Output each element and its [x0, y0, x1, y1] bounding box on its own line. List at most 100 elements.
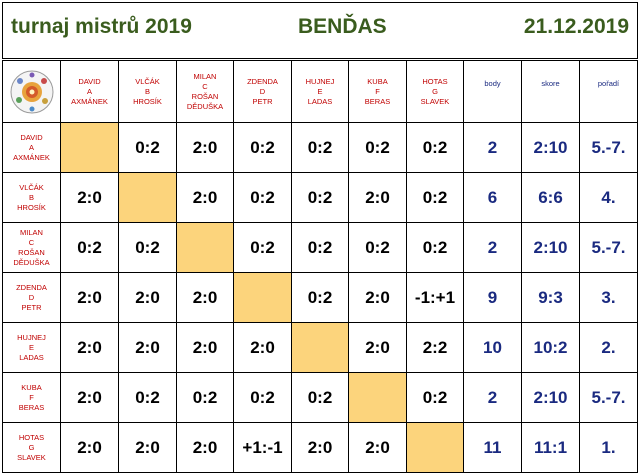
player-name-line: DĚDUŠKA [13, 257, 50, 267]
match-score: 0:2 [406, 172, 464, 223]
match-score: 0:2 [406, 222, 464, 273]
match-score: 2:0 [60, 172, 119, 223]
player-name-line: DAVID [20, 132, 43, 142]
player-name: ZDENDA D PETR [235, 77, 291, 107]
rank-value: 5.-7. [579, 222, 638, 273]
match-score: 0:2 [291, 272, 349, 323]
player-name-line: ROŠAN [18, 247, 45, 257]
self-match-cell [233, 272, 292, 323]
match-score: 2:0 [176, 122, 234, 173]
player-name-line: D [259, 86, 266, 96]
match-score: 2:0 [118, 422, 177, 473]
self-match-cell [348, 372, 407, 423]
match-score: 2:0 [233, 322, 292, 373]
stat-header: skore [521, 60, 580, 123]
match-score: 0:2 [406, 372, 464, 423]
player-name-line: E [317, 86, 323, 96]
match-score: 0:2 [348, 122, 407, 173]
player-name-line: SLAVEK [420, 96, 450, 106]
match-score: 2:0 [176, 422, 234, 473]
player-name-line: DAVID [78, 76, 101, 86]
player-name-line: PETR [21, 302, 42, 312]
match-score: 2:0 [291, 422, 349, 473]
match-score: 0:2 [233, 222, 292, 273]
player-name-line: C [202, 81, 208, 91]
player-name-line: ZDENDA [16, 282, 47, 292]
player-name-line: HUJNEJ [17, 332, 46, 342]
player-name-line: LADAS [19, 352, 44, 362]
match-score: 0:2 [118, 122, 177, 173]
match-score: 0:2 [233, 122, 292, 173]
player-name: KUBA F BERAS [4, 383, 60, 413]
player-name-line: B [28, 192, 34, 202]
tournament-header: turnaj mistrů 2019 BENĎAS 21.12.2019 [2, 2, 638, 59]
player-name-line: G [28, 442, 35, 452]
player-name-line: HUJNEJ [305, 76, 335, 86]
match-score: +1:-1 [233, 422, 292, 473]
player-name-line: DĚDUŠKA [186, 101, 224, 111]
table-row: HOTAS G SLAVEK 2:0 2:0 2:0 +1:-1 2:0 2:0 11 11:1 1. [2, 422, 638, 473]
table-row: DAVID A AXMÁNEK 0:2 2:0 0:2 0:2 0:2 0:2 2 2:10 5.-7… [2, 122, 638, 173]
column-header-name-cell: MILAN C ROŠAN DĚDUŠKA [176, 60, 234, 123]
row-header-name-cell: KUBA F BERAS [2, 372, 61, 423]
row-header-name-cell: VLČÁK B HROSÍK [2, 172, 61, 223]
player-name: ZDENDA D PETR [4, 282, 60, 313]
match-score: 0:2 [233, 372, 292, 423]
player-name-line: AXMÁNEK [71, 96, 108, 106]
tournament-title: turnaj mistrů 2019 [11, 15, 192, 38]
match-score: 2:0 [60, 372, 119, 423]
player-name: VLČÁK B HROSÍK [120, 77, 176, 107]
rank-value: 3. [579, 272, 638, 323]
stat-header: pořadí [579, 60, 638, 123]
player-name: HOTAS G SLAVEK [4, 432, 60, 463]
points-value: 2 [463, 222, 522, 273]
player-name-line: ROŠAN [191, 91, 219, 101]
match-score: 0:2 [118, 222, 177, 273]
table-row: VLČÁK B HROSÍK 2:0 2:0 0:2 0:2 2:0 0:2 6 6:6 4. [2, 172, 638, 223]
column-header-name-cell: VLČÁK B HROSÍK [118, 60, 177, 123]
player-name-line: LADAS [307, 96, 333, 106]
rank-value: 1. [579, 422, 638, 473]
match-score: -1:+1 [406, 272, 464, 323]
match-score: 2:0 [176, 272, 234, 323]
match-score: 0:2 [291, 172, 349, 223]
tournament-date: 21.12.2019 [523, 15, 629, 38]
match-score: 0:2 [233, 172, 292, 223]
emblem-logo-icon [10, 70, 53, 113]
player-name: HUJNEJ E LADAS [293, 76, 348, 107]
player-name-line: KUBA [367, 76, 388, 86]
player-name-line: C [28, 237, 35, 247]
player-name-line: BERAS [18, 402, 45, 412]
player-name-line: F [29, 392, 34, 402]
player-name: KUBA F BERAS [350, 76, 406, 107]
self-match-cell [60, 122, 119, 173]
match-score: 2:2 [406, 322, 464, 373]
stat-header: body [463, 60, 522, 123]
player-name: MILAN C ROŠAN DĚDUŠKA [178, 72, 233, 112]
score-value: 10:2 [521, 322, 580, 373]
column-header-name-cell: KUBA F BERAS [348, 60, 407, 123]
rank-value: 2. [579, 322, 638, 373]
match-score: 0:2 [291, 122, 349, 173]
match-score: 0:2 [348, 222, 407, 273]
column-header-name-cell: HOTAS G SLAVEK [406, 60, 464, 123]
player-name-line: HROSÍK [17, 202, 46, 212]
player-name-line: MILAN [20, 227, 43, 237]
row-header-name-cell: DAVID A AXMÁNEK [2, 122, 61, 173]
row-header-name-cell: ZDENDA D PETR [2, 272, 61, 323]
score-value: 2:10 [521, 222, 580, 273]
match-score: 2:0 [118, 272, 177, 323]
table-row: ZDENDA D PETR 2:0 2:0 2:0 0:2 2:0 -1:+1 9 9:3 3. [2, 272, 638, 323]
score-value: 9:3 [521, 272, 580, 323]
player-name: VLČÁK B HROSÍK [4, 183, 60, 213]
column-header-name-cell: HUJNEJ E LADAS [291, 60, 349, 123]
player-name: MILAN C ROŠAN DĚDUŠKA [4, 227, 60, 268]
match-score: 0:2 [291, 372, 349, 423]
player-name-line: HOTAS [18, 432, 45, 442]
match-score: 0:2 [406, 122, 464, 173]
row-header-name-cell: HUJNEJ E LADAS [2, 322, 61, 373]
tournament-venue: BENĎAS [298, 15, 387, 38]
score-value: 2:10 [521, 122, 580, 173]
points-value: 11 [463, 422, 522, 473]
player-name-line: AXMÁNEK [13, 152, 50, 162]
